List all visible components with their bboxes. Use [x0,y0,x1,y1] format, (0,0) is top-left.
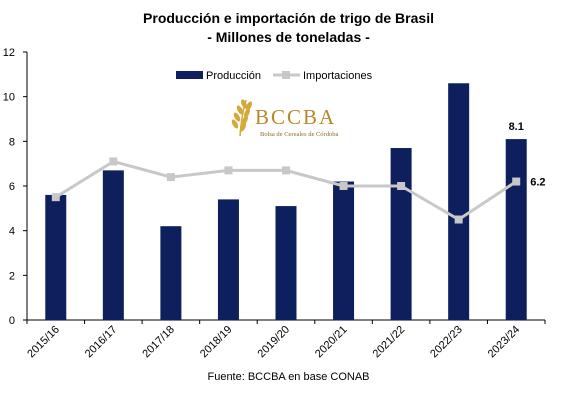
point-imports [454,215,463,224]
point-imports [397,182,406,190]
y-axis: 0 2 4 6 8 10 12 [3,47,28,327]
bar-production [390,148,412,320]
data-label: 8.1 [509,121,524,133]
wheat-grain [231,119,239,129]
chart-subtitle: - Millones de toneladas - [207,29,370,45]
logo-name: BCCBA [255,105,336,129]
y-tick-label: 12 [3,47,15,59]
x-tick-label: 2016/17 [83,324,120,361]
bar-production [448,83,470,321]
x-axis: 2015/16 2016/17 2017/18 2018/19 2019/20 2020/… [25,319,546,361]
legend: Producción Importaciones [176,70,373,82]
y-tick-label: 6 [9,181,15,193]
point-imports [339,182,348,190]
x-tick-label: 2023/24 [486,324,523,361]
bar-production [505,139,527,320]
wheat-grain [233,112,241,122]
point-imports [166,173,175,182]
x-tick-label: 2017/18 [140,324,177,361]
point-imports [224,166,233,175]
wheat-grain [240,99,248,109]
x-tick-label: 2021/22 [371,324,408,361]
data-labels: 8.1 6.2 [509,121,546,188]
x-tick-label: 2018/19 [198,324,235,361]
y-tick-label: 2 [9,270,15,282]
point-imports [51,193,60,202]
chart-title: Producción e importación de trigo de Bra… [143,10,434,26]
wheat-grain [236,105,244,115]
wheat-grain [243,108,251,118]
legend-swatch-production [176,71,203,79]
x-tick-label: 2015/16 [25,324,62,361]
point-imports [512,177,521,186]
bar-production [45,194,67,320]
bar-production [275,206,297,320]
bar-production [217,199,239,320]
point-imports [282,166,290,175]
y-tick-label: 10 [3,92,15,104]
y-tick-label: 0 [9,315,15,327]
y-tick-label: 4 [9,226,15,238]
logo-tagline: Bolsa de Cereales de Córdoba [260,131,338,138]
bar-production [160,226,182,320]
bccba-logo: BCCBA Bolsa de Cereales de Córdoba [231,99,338,138]
x-tick-label: 2020/21 [313,324,350,361]
wheat-grain [245,101,253,111]
legend-label-production: Producción [206,70,261,82]
x-tick-label: 2022/23 [428,324,465,361]
production-bars [45,83,527,321]
y-tick-label: 8 [9,136,15,148]
wheat-grain [239,122,247,132]
x-tick-label: 2019/20 [256,324,293,361]
source-note: Fuente: BCCBA en base CONAB [207,371,370,383]
bar-production [333,181,355,320]
data-label: 6.2 [530,177,545,189]
legend-label-imports: Importaciones [303,70,373,82]
point-imports [109,157,118,166]
imports-line [51,157,521,224]
legend-marker-imports [282,71,290,79]
bar-production [102,170,124,320]
wheat-grain [241,115,249,125]
